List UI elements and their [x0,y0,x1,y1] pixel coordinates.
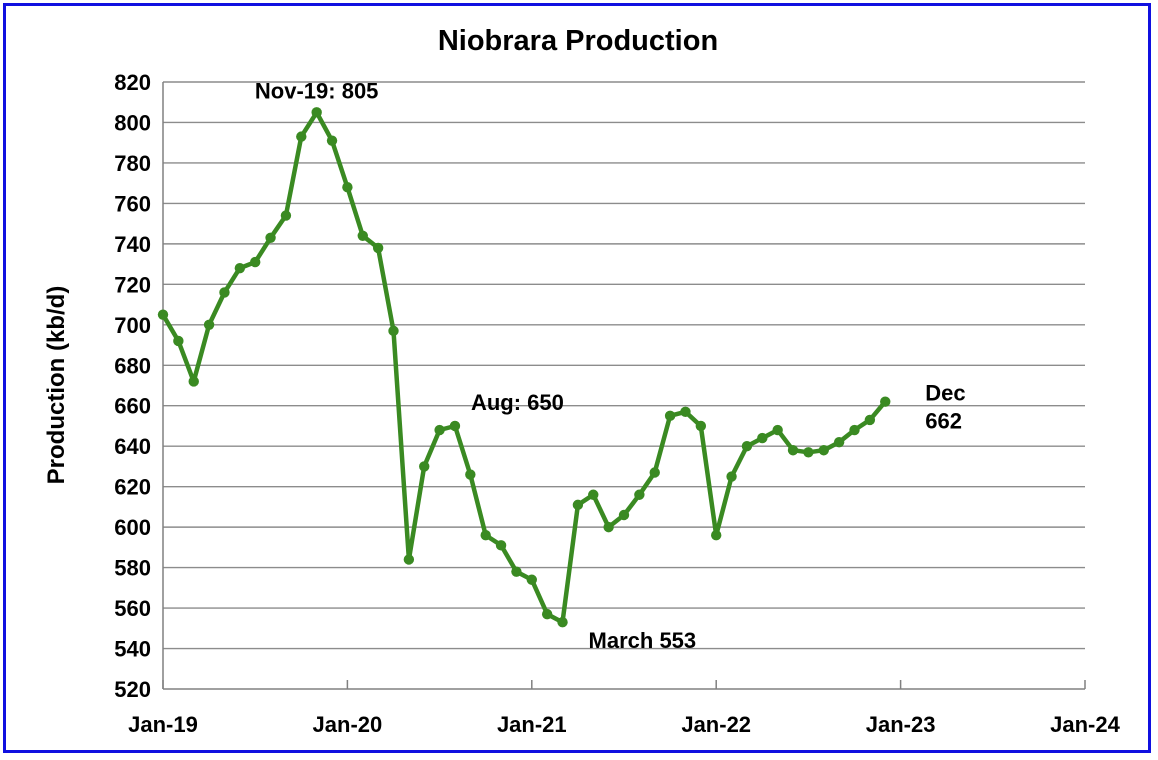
data-point [787,445,799,456]
data-point [419,461,430,472]
data-point [326,135,338,146]
annotation-dec-value: 662 [925,409,962,434]
data-point [495,540,507,551]
gridlines [163,81,1085,650]
data-point [726,471,737,482]
data-point [465,469,476,480]
series-production [157,107,891,628]
data-point [572,499,584,511]
data-point [449,420,461,432]
data-point [634,489,645,500]
data-point [880,396,891,407]
data-point [588,489,599,500]
data-point [680,406,691,418]
data-point [511,566,522,577]
y-tick-label: 700 [114,313,151,338]
x-tick-label: Jan-24 [1050,712,1120,737]
data-point [280,210,292,221]
data-point [480,530,491,541]
y-tick-label: 780 [114,151,151,176]
chart-title: Niobrara Production [438,25,718,57]
y-tick-label: 600 [114,515,151,540]
y-tick-label: 520 [114,677,151,702]
y-tick-label: 540 [114,637,151,662]
data-point [618,509,630,521]
data-point [741,441,753,452]
y-tick-label: 800 [114,110,151,135]
x-tick-label: Jan-20 [313,712,383,737]
y-tick-label: 580 [114,556,151,581]
tick-labels: 520 540 560 580 600 620 640 660 680 700 720 740 760 7… [114,70,1120,737]
data-point [833,436,845,448]
data-point [864,414,876,426]
data-point [388,325,399,337]
data-point [849,424,860,436]
x-tick-label: Jan-23 [866,712,936,737]
annotations: Nov-19: 805 Aug: 650 March 553 Dec 662 [255,78,966,653]
x-tick-label: Jan-21 [497,712,567,737]
series-line [160,110,888,625]
data-point [526,574,537,585]
annotation-peak: Nov-19: 805 [255,78,379,103]
data-point [188,376,199,387]
data-point [342,182,353,193]
data-point [157,309,169,320]
y-tick-label: 640 [114,434,151,459]
data-point [250,256,261,268]
data-point [265,232,276,243]
data-point [541,608,553,620]
data-point [695,420,707,432]
data-point [234,262,246,274]
data-point [818,445,829,456]
data-point [772,424,783,436]
y-tick-label: 660 [114,394,151,419]
x-tick-label: Jan-19 [128,712,198,737]
y-tick-label: 760 [114,191,151,216]
y-tick-label: 720 [114,272,151,297]
data-point [173,335,184,347]
data-point [649,467,660,478]
annotation-aug: Aug: 650 [471,390,564,415]
annotation-march: March 553 [589,628,697,653]
data-point [372,242,384,254]
y-tick-label: 620 [114,475,151,500]
data-point [311,107,322,118]
y-axis-label: Production (kb/d) [43,286,70,485]
data-point [557,617,568,628]
y-tick-label: 560 [114,596,151,621]
data-point [803,447,814,458]
data-point [434,424,445,436]
data-point [664,410,676,422]
data-point [296,131,307,142]
data-point [403,554,415,565]
data-point [603,521,614,533]
y-tick-label: 820 [114,70,151,95]
x-tick-label: Jan-22 [681,712,751,737]
y-tick-label: 680 [114,353,151,378]
annotation-dec: Dec [925,381,965,406]
y-tick-label: 740 [114,232,151,257]
data-point [219,287,230,298]
data-point [203,319,215,330]
data-point [711,530,722,541]
axes [162,82,1086,690]
data-point [357,230,368,241]
data-point [757,432,768,444]
